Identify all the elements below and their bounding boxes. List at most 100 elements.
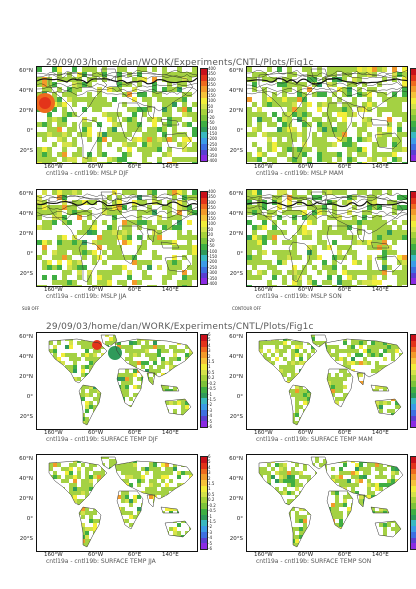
heatmap-cell	[367, 67, 372, 72]
heatmap-cell	[182, 245, 187, 250]
heatmap-cell	[371, 507, 375, 511]
heatmap-cell	[317, 210, 322, 215]
heatmap-cell	[147, 117, 152, 122]
heatmap-cell	[377, 220, 382, 225]
heatmap-cell	[403, 531, 407, 535]
heatmap-cell	[339, 483, 343, 487]
heatmap-cell	[42, 275, 47, 280]
heatmap-cell	[267, 527, 271, 531]
heatmap-cell	[367, 245, 372, 250]
heatmap-cell	[247, 270, 252, 275]
heatmap-cell	[37, 157, 42, 162]
heatmap-cell	[122, 235, 127, 240]
heatmap-cell	[45, 499, 49, 503]
heatmap-cell	[109, 471, 113, 475]
heatmap-cell	[161, 471, 165, 475]
heatmap-cell	[137, 260, 142, 265]
lon-label: 60°E	[338, 430, 352, 436]
colorbar-tick: -250	[208, 141, 218, 147]
heatmap-cell	[77, 507, 81, 511]
heatmap-cell	[392, 152, 397, 157]
colorbar-segment	[201, 226, 207, 233]
heatmap-cell	[185, 421, 189, 425]
heatmap-cell	[295, 515, 299, 519]
heatmap-cell	[42, 260, 47, 265]
heatmap-cell	[307, 377, 311, 381]
heatmap-cell	[251, 459, 255, 463]
heatmap-cell	[351, 511, 355, 515]
heatmap-cell	[395, 425, 399, 429]
heatmap-cell	[322, 132, 327, 137]
heatmap-cell	[37, 495, 41, 499]
coastline	[370, 506, 390, 514]
heatmap-cell	[181, 495, 185, 499]
heatmap-cell	[49, 373, 53, 377]
heatmap-cell	[137, 507, 141, 511]
heatmap-cell	[362, 82, 367, 87]
heatmap-cell	[93, 417, 97, 421]
heatmap-cell	[182, 157, 187, 162]
heatmap-cell	[49, 539, 53, 543]
heatmap-cell	[61, 377, 65, 381]
contour-line	[247, 73, 407, 80]
heatmap-cell	[69, 491, 73, 495]
heatmap-cell	[69, 413, 73, 417]
heatmap-cell	[392, 142, 397, 147]
heatmap-cell	[347, 523, 351, 527]
heatmap-cell	[167, 97, 172, 102]
heatmap-cell	[127, 92, 132, 97]
colorbar-segment	[411, 537, 416, 544]
contour-line	[247, 213, 407, 220]
heatmap-cell	[295, 511, 299, 515]
coastline	[258, 195, 318, 241]
heatmap-cell	[283, 405, 287, 409]
colorbar-segment	[411, 480, 416, 486]
heatmap-cell	[145, 491, 149, 495]
heatmap-cell	[247, 240, 252, 245]
heatmap-cell	[42, 122, 47, 127]
heatmap-cell	[67, 265, 72, 270]
heatmap-cell	[53, 373, 57, 377]
heatmap-cell	[399, 409, 403, 413]
heatmap-cell	[322, 137, 327, 142]
lon-label: 160°W	[254, 164, 273, 170]
heatmap-cell	[57, 97, 62, 102]
heatmap-cell	[343, 377, 347, 381]
heatmap-cell	[382, 132, 387, 137]
heatmap-cell	[287, 250, 292, 255]
heatmap-cell	[53, 425, 57, 429]
heatmap-cell	[311, 361, 315, 365]
heatmap-cell	[173, 531, 177, 535]
heatmap-cell	[383, 543, 387, 547]
colorbar-tick: -2	[208, 402, 212, 408]
heatmap-cell	[403, 543, 407, 547]
heatmap-cell	[275, 471, 279, 475]
heatmap-cell	[282, 92, 287, 97]
heatmap-cell	[377, 235, 382, 240]
heatmap-cell	[157, 353, 161, 357]
heatmap-cell	[117, 270, 122, 275]
heatmap-cell	[97, 457, 101, 459]
heatmap-cell	[267, 409, 271, 413]
colorbar-segment	[201, 404, 207, 410]
colorbar-segment	[411, 126, 416, 133]
heatmap-cell	[187, 230, 192, 235]
heatmap-cell	[161, 401, 165, 405]
heatmap-cell	[391, 511, 395, 515]
colorbar-segment	[201, 120, 207, 127]
heatmap-cell	[363, 535, 367, 539]
heatmap-cell	[157, 389, 161, 393]
heatmap-cell	[371, 345, 375, 349]
heatmap-cell	[182, 280, 187, 285]
contour-line	[247, 86, 407, 93]
heatmap-cell	[169, 495, 173, 499]
heatmap-cell	[287, 507, 291, 511]
heatmap-cell	[57, 385, 61, 389]
heatmap-cell	[97, 385, 101, 389]
heatmap-cell	[137, 200, 142, 205]
heatmap-cell	[367, 107, 372, 112]
heatmap-cell	[292, 255, 297, 260]
heatmap-cell	[307, 250, 312, 255]
heatmap-cell	[193, 349, 197, 353]
heatmap-cell	[395, 471, 399, 475]
